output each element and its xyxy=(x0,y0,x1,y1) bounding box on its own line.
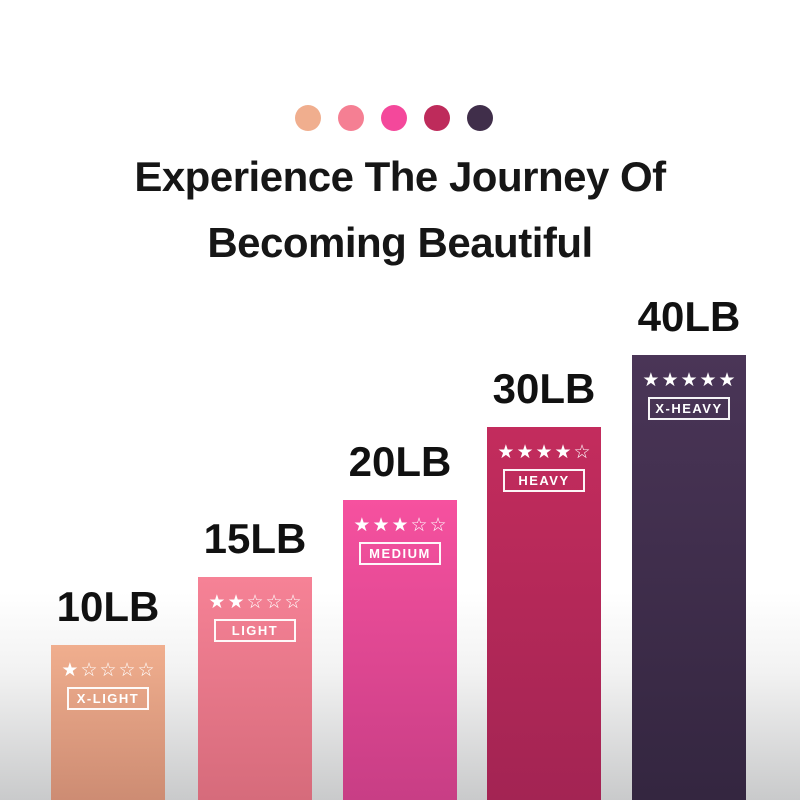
bar-group-30lb: 30LB ★★★★☆ HEAVY xyxy=(487,365,601,800)
palette-dot-heavy xyxy=(424,105,450,131)
difficulty-tag-x-light: X-LIGHT xyxy=(67,687,149,710)
difficulty-tag-heavy: HEAVY xyxy=(503,469,585,492)
title-line-1: Experience The Journey Of xyxy=(134,153,666,200)
difficulty-tag-light: LIGHT xyxy=(214,619,296,642)
bar-group-40lb: 40LB ★★★★★ X-HEAVY xyxy=(632,293,746,800)
palette-dot-light xyxy=(338,105,364,131)
difficulty-tag-x-heavy: X-HEAVY xyxy=(648,397,730,420)
star-rating-icons-5-of-5: ★★★★★ xyxy=(642,369,738,391)
palette-dot-x-light xyxy=(295,105,321,131)
star-rating-icons-3-of-5: ★★★☆☆ xyxy=(353,514,449,536)
bar-40lb: ★★★★★ X-HEAVY xyxy=(632,355,746,800)
bar-group-10lb: 10LB ★☆☆☆☆ X-LIGHT xyxy=(51,583,165,800)
bar-value-label-40lb: 40LB xyxy=(637,293,741,340)
star-rating-icons-2-of-5: ★★☆☆☆ xyxy=(208,591,304,613)
bar-15lb: ★★☆☆☆ LIGHT xyxy=(198,577,312,800)
page-title: Experience The Journey Of Becoming Beaut… xyxy=(0,144,800,276)
bar-group-15lb: 15LB ★★☆☆☆ LIGHT xyxy=(198,515,312,800)
star-rating-icons-4-of-5: ★★★★☆ xyxy=(497,441,593,463)
palette-dot-x-heavy xyxy=(467,105,493,131)
bar-20lb: ★★★☆☆ MEDIUM xyxy=(343,500,457,800)
bar-value-label-30lb: 30LB xyxy=(492,365,596,412)
bar-value-label-20lb: 20LB xyxy=(348,438,452,485)
palette-dots xyxy=(0,105,788,131)
bar-10lb: ★☆☆☆☆ X-LIGHT xyxy=(51,645,165,800)
bar-value-label-15lb: 15LB xyxy=(203,515,307,562)
palette-dot-medium xyxy=(381,105,407,131)
star-rating-icons-1-of-5: ★☆☆☆☆ xyxy=(61,659,157,681)
title-line-2: Becoming Beautiful xyxy=(207,219,593,266)
bar-30lb: ★★★★☆ HEAVY xyxy=(487,427,601,800)
bar-group-20lb: 20LB ★★★☆☆ MEDIUM xyxy=(343,438,457,800)
difficulty-tag-medium: MEDIUM xyxy=(359,542,441,565)
bar-value-label-10lb: 10LB xyxy=(56,583,160,630)
